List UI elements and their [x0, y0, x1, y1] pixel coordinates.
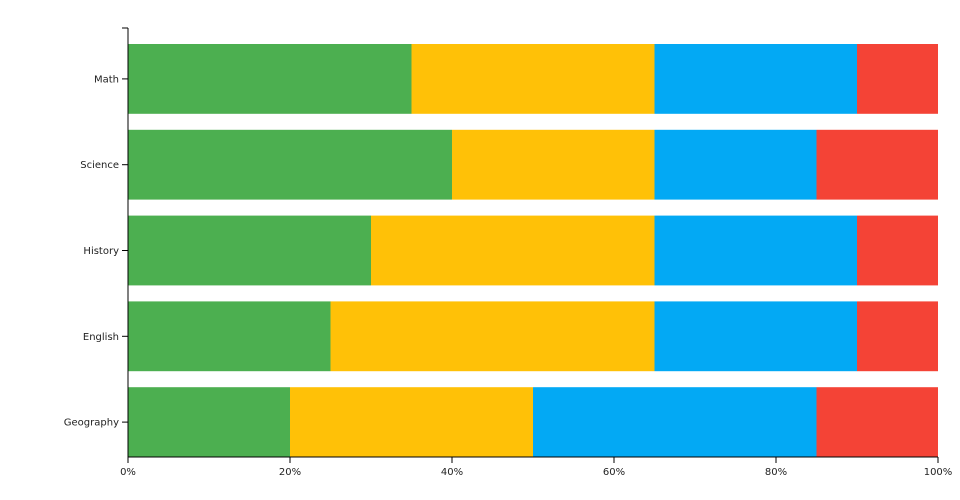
- bar-history-segment-2: [371, 215, 655, 286]
- bar-science-segment-4: [816, 129, 938, 200]
- x-tick-label-2: 40%: [441, 467, 463, 478]
- bar-geography-segment-3: [533, 387, 817, 457]
- bar-science-segment-3: [654, 129, 817, 200]
- x-ticks-layer: 0% 20% 40% 60% 80% 100%: [120, 457, 952, 478]
- bar-history-segment-1: [128, 215, 371, 286]
- bar-geography-segment-1: [128, 387, 290, 457]
- y-tick-label-science: Science: [80, 160, 119, 171]
- bar-english-segment-3: [654, 301, 857, 372]
- bar-math-segment-2: [411, 44, 655, 114]
- bars-layer: [128, 44, 938, 457]
- bar-geography-segment-2: [290, 387, 533, 457]
- bar-science-segment-2: [452, 129, 655, 200]
- axes-layer: [122, 27, 938, 458]
- x-tick-label-5: 100%: [924, 467, 953, 478]
- bar-english-segment-4: [857, 301, 938, 372]
- y-ticks-layer: Math Science History English Geography: [64, 74, 128, 429]
- y-tick-label-history: History: [83, 246, 119, 257]
- y-tick-label-english: English: [83, 332, 119, 343]
- bar-science-segment-1: [128, 129, 452, 200]
- x-tick-label-1: 20%: [279, 467, 301, 478]
- bar-math-segment-1: [128, 44, 412, 114]
- bar-english-segment-2: [330, 301, 655, 372]
- bar-history-segment-3: [654, 215, 857, 286]
- bar-math-segment-3: [654, 44, 857, 114]
- bar-math-segment-4: [857, 44, 938, 114]
- y-tick-label-geography: Geography: [64, 418, 119, 429]
- bar-english-segment-1: [128, 301, 331, 372]
- x-tick-label-0: 0%: [120, 467, 136, 478]
- x-tick-label-3: 60%: [603, 467, 625, 478]
- x-tick-label-4: 80%: [765, 467, 787, 478]
- bar-history-segment-4: [857, 215, 938, 286]
- bar-geography-segment-4: [816, 387, 938, 457]
- y-tick-label-math: Math: [94, 74, 119, 85]
